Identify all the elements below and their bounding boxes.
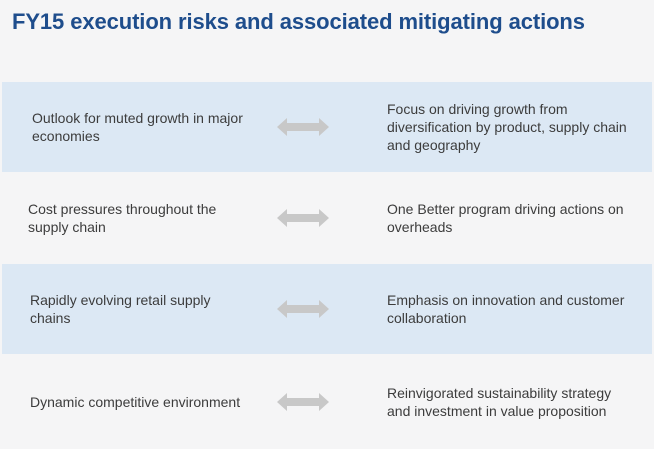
action-text: Focus on driving growth from diversifica… — [387, 101, 627, 153]
table-row: Rapidly evolving retail supply chains Em… — [2, 264, 652, 354]
double-arrow-icon — [277, 300, 329, 318]
risk-text: Outlook for muted growth in major econom… — [32, 110, 243, 144]
risk-text: Cost pressures throughout the supply cha… — [28, 201, 217, 235]
risk-text: Rapidly evolving retail supply chains — [30, 292, 211, 326]
risks-table: Outlook for muted growth in major econom… — [2, 82, 652, 449]
page-title: FY15 execution risks and associated miti… — [12, 9, 585, 34]
double-arrow-icon — [277, 209, 329, 227]
table-row: Dynamic competitive environment Reinvigo… — [2, 354, 652, 449]
risk-text: Dynamic competitive environment — [30, 393, 241, 410]
table-row: Cost pressures throughout the supply cha… — [2, 172, 652, 264]
double-arrow-icon — [277, 392, 329, 411]
action-text: One Better program driving actions on ov… — [387, 201, 624, 235]
double-arrow-icon — [277, 118, 329, 136]
action-text: Reinvigorated sustainability strategy an… — [387, 384, 612, 419]
table-row: Outlook for muted growth in major econom… — [2, 82, 652, 172]
action-text: Emphasis on innovation and customer coll… — [387, 292, 625, 326]
